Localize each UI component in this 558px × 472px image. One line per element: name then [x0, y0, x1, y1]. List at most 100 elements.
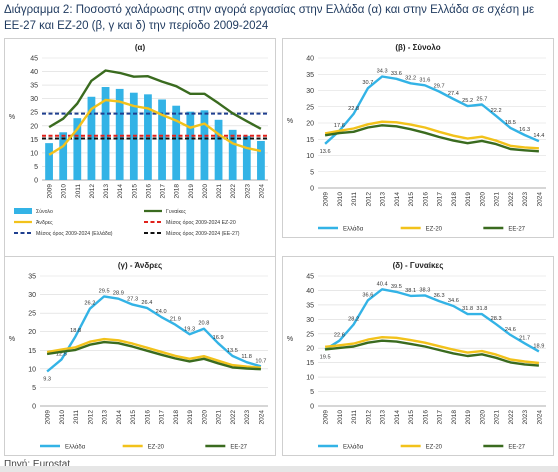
- x-tick-label: 2024: [258, 410, 265, 425]
- data-label: 28.2: [348, 317, 359, 323]
- legend-label: Σύνολο: [36, 209, 53, 215]
- data-label: 21.9: [170, 317, 181, 323]
- x-tick-label: 2014: [394, 192, 401, 207]
- x-tick-label: 2010: [337, 410, 344, 425]
- data-label: 13.6: [320, 149, 331, 155]
- x-tick-label: 2010: [337, 192, 344, 207]
- x-tick-label: 2010: [61, 184, 68, 199]
- y-tick-label: 25: [306, 331, 314, 338]
- y-tick-label: 20: [28, 329, 36, 336]
- x-tick-label: 2023: [244, 184, 251, 199]
- bar: [144, 94, 152, 180]
- x-tick-label: 2019: [188, 184, 195, 199]
- legend-label: Μέσος όρος 2009-2024 ΕΖ-20: [166, 219, 236, 226]
- y-tick-label: 5: [32, 385, 36, 392]
- legend-label: Γυναίκες: [166, 209, 186, 215]
- data-label: 28.9: [113, 291, 124, 297]
- source-note: Πηγή: Eurostat: [4, 459, 71, 470]
- x-tick-label: 2017: [160, 184, 167, 199]
- data-label: 9.3: [43, 376, 51, 382]
- data-label: 34.3: [377, 69, 388, 75]
- x-tick-label: 2022: [508, 410, 515, 425]
- data-label: 40.4: [377, 281, 388, 287]
- series-line: [324, 288, 540, 353]
- y-tick-label: 15: [30, 137, 38, 144]
- y-tick-label: 35: [306, 72, 314, 79]
- chart-panel-b-total: (β) - Σύνολο% 0 5 10 15 20 25 30 35 40 2009 2010 201…: [282, 38, 554, 238]
- y-tick-label: 20: [306, 121, 314, 128]
- x-tick-label: 2017: [437, 410, 444, 425]
- chart-title: (β) - Σύνολο: [395, 43, 440, 52]
- data-label: 24.6: [505, 327, 516, 333]
- series-line: [46, 340, 261, 371]
- x-tick-label: 2021: [216, 410, 223, 425]
- data-label: 31.8: [462, 306, 473, 312]
- y-tick-label: 15: [306, 360, 314, 367]
- x-tick-label: 2011: [75, 184, 82, 198]
- data-label: 31.6: [419, 77, 430, 83]
- chart-title: (α): [135, 43, 146, 52]
- legend-label: ΕΖ-20: [148, 444, 165, 450]
- x-tick-label: 2021: [494, 192, 501, 207]
- y-tick-label: 30: [306, 317, 314, 324]
- y-tick-label: 20: [30, 123, 38, 130]
- legend-label: ΕΖ-20: [426, 226, 443, 232]
- legend-label: Ελλάδα: [343, 225, 364, 232]
- bar: [200, 110, 209, 180]
- x-tick-label: 2012: [365, 192, 372, 207]
- y-tick-label: 0: [310, 186, 314, 193]
- x-tick-label: 2019: [465, 192, 472, 207]
- x-tick-label: 2014: [394, 410, 401, 425]
- data-label: 10.7: [255, 358, 266, 364]
- series-line: [48, 69, 262, 130]
- x-tick-label: 2016: [422, 192, 429, 207]
- data-label: 19.5: [320, 355, 331, 361]
- data-label: 22.2: [491, 108, 502, 114]
- y-axis-label: %: [9, 114, 15, 121]
- x-tick-label: 2015: [408, 410, 415, 425]
- data-label: 26.2: [84, 301, 95, 307]
- figure-title: Διάγραμμα 2: Ποσοστό χαλάρωσης στην αγορ…: [4, 4, 535, 32]
- data-label: 19.3: [184, 326, 195, 332]
- series-line: [324, 120, 539, 150]
- data-label: 36.3: [434, 293, 445, 299]
- y-tick-label: 25: [28, 311, 36, 318]
- x-tick-label: 2021: [216, 184, 223, 199]
- x-tick-label: 2018: [174, 184, 181, 199]
- y-tick-label: 40: [306, 56, 314, 63]
- legend-label: ΕΕ-27: [230, 444, 247, 450]
- bar: [158, 99, 166, 180]
- data-label: 21.7: [519, 335, 530, 341]
- x-tick-label: 2023: [522, 410, 529, 425]
- data-label: 20.8: [198, 321, 209, 327]
- legend-label: Ελλάδα: [343, 443, 364, 450]
- data-label: 39.5: [391, 284, 402, 290]
- legend-label: ΕΕ-27: [508, 444, 525, 450]
- data-label: 18.9: [533, 343, 544, 349]
- x-tick-label: 2023: [522, 192, 529, 207]
- y-tick-label: 25: [306, 104, 314, 111]
- y-tick-label: 20: [306, 346, 314, 353]
- chart-svg-b: (β) - Σύνολο% 0 5 10 15 20 25 30 35 40 2009 2010 201…: [282, 38, 554, 238]
- y-axis-label: %: [287, 336, 293, 343]
- data-label: 29.7: [434, 83, 445, 89]
- x-tick-label: 2011: [351, 192, 358, 206]
- data-label: 11.8: [241, 354, 251, 360]
- chart-title: (γ) - Άνδρες: [118, 261, 162, 270]
- panel-frame: [282, 256, 554, 456]
- y-tick-label: 45: [30, 56, 38, 63]
- y-tick-label: 15: [28, 348, 36, 355]
- chart-panel-a: (α)% 0 5 10 15 20 25 30 35 40 45 2009 2010 2011 2012 20…: [4, 38, 276, 258]
- legend-label: Άνδρες: [36, 220, 53, 226]
- chart-panel-d-women: (δ) - Γυναίκες% 0 5 10 15 20 25 30 35 40 45 2009 201…: [282, 256, 554, 456]
- y-tick-label: 40: [30, 69, 38, 76]
- x-tick-label: 2011: [351, 410, 358, 424]
- legend-label: ΕΖ-20: [426, 444, 443, 450]
- y-tick-label: 35: [306, 302, 314, 309]
- y-tick-label: 10: [306, 153, 314, 160]
- x-tick-label: 2011: [73, 410, 80, 424]
- x-tick-label: 2019: [465, 410, 472, 425]
- bar: [172, 105, 181, 180]
- series-line: [46, 295, 262, 373]
- x-tick-label: 2013: [103, 184, 110, 199]
